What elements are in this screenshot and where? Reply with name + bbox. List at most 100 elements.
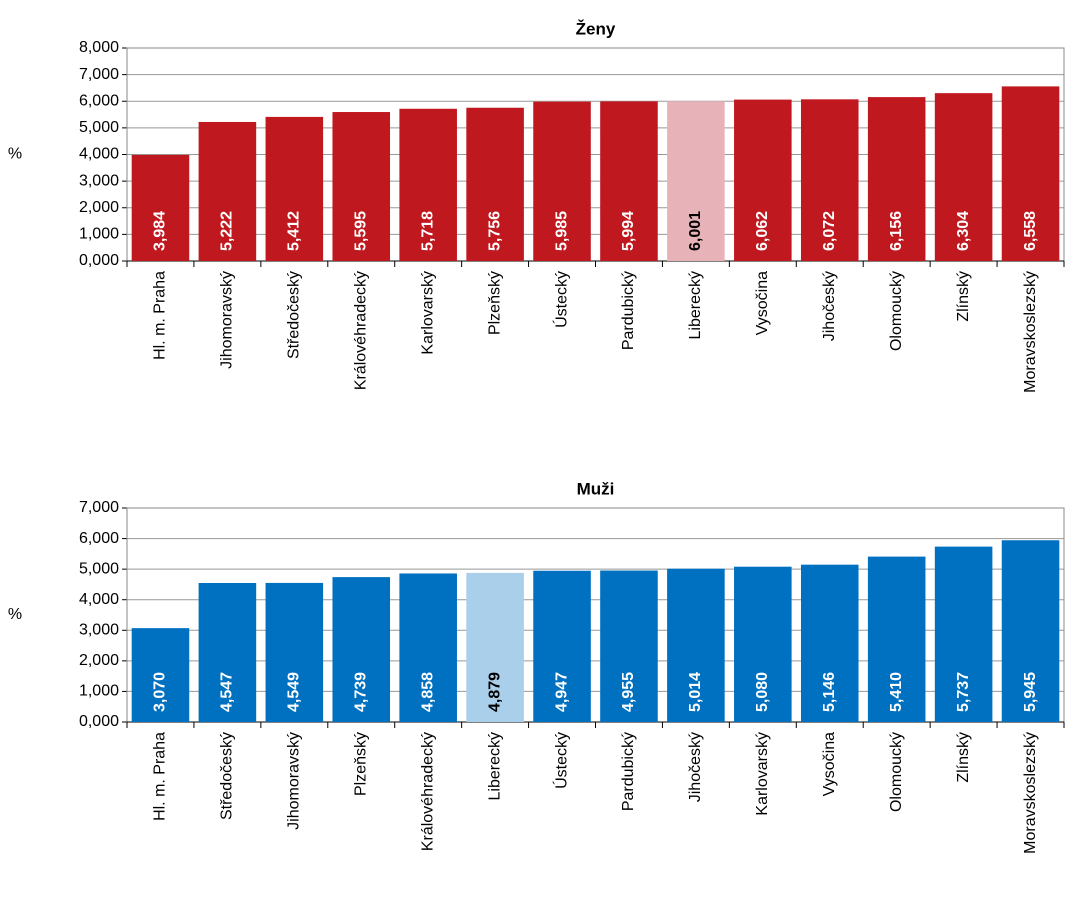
x-tick-label: Vysočina (821, 732, 838, 796)
bar (600, 570, 658, 722)
bar (934, 546, 993, 722)
x-tick-label: Jihočeský (821, 271, 838, 341)
x-tick-label: Plzeňský (486, 271, 503, 335)
bar (1001, 540, 1060, 722)
x-tick-label: Moravskoslezský (1022, 732, 1039, 854)
bar (867, 97, 926, 261)
x-tick-label: Hl. m. Praha (152, 271, 169, 360)
x-tick-label: Středočeský (219, 732, 236, 820)
x-tick-label: Jihomoravský (286, 732, 303, 830)
value-label: 5,737 (955, 672, 972, 712)
y-tick-label: 3,000 (79, 172, 119, 189)
value-label: 4,955 (620, 672, 637, 712)
bar (198, 582, 257, 722)
bar (131, 628, 190, 722)
bar (667, 568, 725, 722)
value-label: 6,558 (1022, 211, 1039, 251)
value-label: 6,072 (821, 211, 838, 251)
x-tick-label: Ústecký (551, 271, 570, 328)
bar (600, 101, 658, 261)
x-tick-label: Královéhradecký (352, 271, 369, 390)
bar (800, 99, 859, 261)
y-tick-label: 1,000 (79, 226, 119, 243)
bar (533, 101, 591, 261)
value-label: 3,984 (152, 211, 169, 251)
value-label: 6,156 (888, 211, 905, 251)
x-tick-label: Karlovarský (754, 732, 771, 816)
y-tick-label: 0,000 (79, 713, 119, 730)
value-label: 5,718 (419, 211, 436, 251)
y-tick-label: 7,000 (79, 499, 119, 516)
value-label: 5,595 (352, 211, 369, 251)
x-tick-label: Hl. m. Praha (152, 732, 169, 821)
value-label: 4,947 (553, 672, 570, 712)
x-tick-label: Ústecký (551, 732, 570, 789)
bar (131, 154, 190, 261)
y-axis-label: % (8, 146, 22, 163)
bar (399, 573, 457, 722)
x-tick-label: Jihočeský (687, 732, 704, 802)
value-label: 4,879 (486, 672, 503, 712)
x-tick-label: Plzeňský (352, 732, 369, 796)
chart-title: Muži (577, 479, 615, 498)
value-label: 5,222 (219, 211, 236, 251)
bar (734, 99, 792, 262)
bar (667, 101, 725, 261)
y-tick-label: 3,000 (79, 622, 119, 639)
value-label: 5,014 (687, 672, 704, 712)
x-tick-label: Jihomoravský (219, 271, 236, 369)
bar (198, 121, 257, 261)
y-tick-label: 5,000 (79, 119, 119, 136)
x-tick-label: Liberecký (687, 271, 704, 339)
y-tick-label: 8,000 (79, 39, 119, 56)
bar (934, 93, 993, 261)
bar (332, 577, 391, 722)
value-label: 5,945 (1022, 672, 1039, 712)
x-tick-label: Zlínský (955, 271, 972, 322)
y-tick-label: 7,000 (79, 66, 119, 83)
y-tick-label: 2,000 (79, 199, 119, 216)
y-tick-label: 6,000 (79, 92, 119, 109)
bar (265, 116, 324, 261)
x-tick-label: Vysočina (754, 271, 771, 335)
bar (800, 564, 859, 722)
bar (867, 556, 926, 722)
x-tick-label: Liberecký (486, 732, 503, 800)
value-label: 4,547 (219, 672, 236, 712)
bar (265, 582, 324, 722)
y-axis-label: % (8, 606, 22, 623)
bar (1001, 86, 1060, 261)
x-tick-label: Zlínský (955, 732, 972, 783)
bar (734, 566, 792, 722)
x-tick-label: Pardubický (620, 732, 637, 811)
value-label: 5,410 (888, 672, 905, 712)
x-tick-label: Středočeský (286, 271, 303, 359)
bar (332, 112, 391, 261)
bar (466, 572, 524, 722)
y-tick-label: 4,000 (79, 591, 119, 608)
value-label: 6,304 (955, 211, 972, 251)
value-label: 6,001 (687, 211, 704, 251)
value-label: 3,070 (152, 672, 169, 712)
bar (466, 107, 524, 262)
value-label: 4,858 (419, 672, 436, 712)
x-tick-label: Karlovarský (419, 271, 436, 355)
value-label: 5,994 (620, 211, 637, 251)
y-tick-label: 6,000 (79, 530, 119, 547)
chart-title: Ženy (576, 19, 616, 38)
value-label: 6,062 (754, 211, 771, 251)
value-label: 5,146 (821, 672, 838, 712)
value-label: 5,756 (486, 211, 503, 251)
value-label: 5,412 (286, 211, 303, 251)
value-label: 4,739 (352, 672, 369, 712)
y-tick-label: 1,000 (79, 683, 119, 700)
x-tick-label: Olomoucký (888, 271, 905, 351)
x-tick-label: Moravskoslezský (1022, 271, 1039, 393)
y-tick-label: 4,000 (79, 146, 119, 163)
y-tick-label: 0,000 (79, 252, 119, 269)
y-tick-label: 5,000 (79, 560, 119, 577)
y-tick-label: 2,000 (79, 652, 119, 669)
x-tick-label: Pardubický (620, 271, 637, 350)
